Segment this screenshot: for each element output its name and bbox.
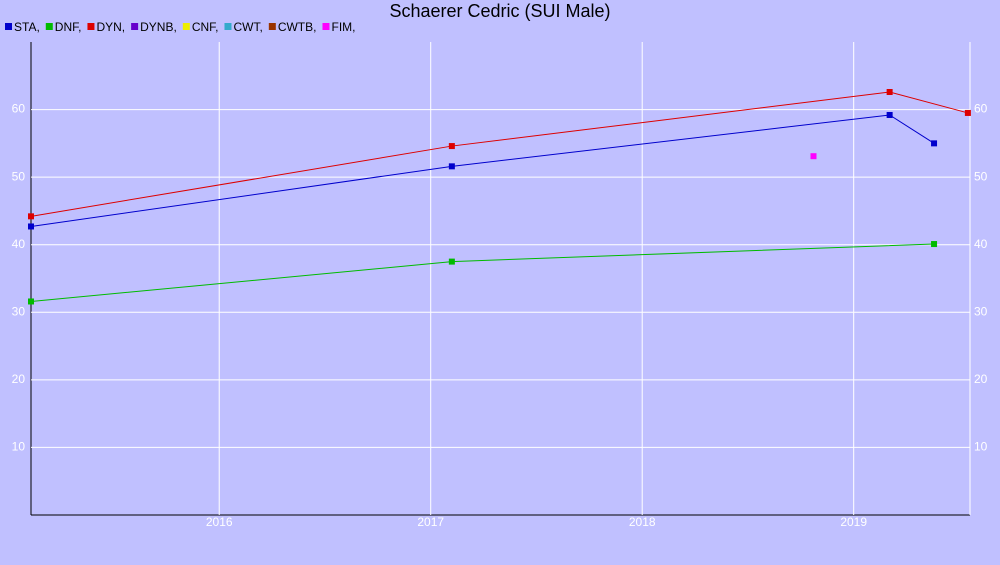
data-point (931, 241, 938, 248)
legend-label: DNF, (55, 20, 82, 34)
y-tick-label-right: 40 (974, 237, 988, 251)
series-line (30, 91, 969, 217)
y-tick-label: 20 (12, 372, 26, 386)
chart-title: Schaerer Cedric (SUI Male) (389, 1, 610, 21)
data-point (931, 140, 938, 147)
legend-swatch (322, 23, 330, 30)
y-tick-label-right: 10 (974, 440, 988, 454)
y-tick-label: 30 (12, 304, 26, 318)
y-tick-label-right: 50 (974, 169, 988, 183)
x-tick-label: 2017 (417, 515, 444, 529)
data-point (28, 298, 34, 305)
legend-label: STA, (14, 20, 40, 34)
legend-swatch (45, 23, 53, 30)
x-tick-label: 2016 (206, 515, 233, 529)
legend-label: CNF, (192, 20, 219, 34)
data-point (886, 89, 893, 96)
legend-swatch (182, 23, 190, 30)
data-point (28, 213, 34, 220)
legend-swatch (268, 23, 276, 30)
data-point (810, 153, 817, 160)
x-tick-label: 2019 (840, 515, 867, 529)
x-tick-label: 2018 (629, 515, 656, 529)
data-point (886, 111, 893, 118)
legend-label: CWT, (233, 20, 262, 34)
legend-swatch (5, 23, 12, 30)
legend-swatch (131, 23, 139, 30)
data-point (448, 143, 455, 150)
legend-label: DYN, (96, 20, 125, 34)
data-point (28, 223, 34, 230)
legend-label: DYNB, (140, 20, 177, 34)
y-tick-label-right: 60 (974, 102, 988, 116)
y-tick-label-right: 20 (974, 372, 988, 386)
y-tick-label: 50 (12, 169, 26, 183)
y-tick-label: 60 (12, 102, 26, 116)
legend-swatch (87, 23, 95, 30)
y-tick-label: 40 (12, 237, 26, 251)
data-point (448, 258, 455, 265)
data-point (448, 163, 455, 170)
legend-label: CWTB, (278, 20, 317, 34)
series-line (30, 114, 935, 227)
legend-label: FIM, (331, 20, 355, 34)
legend-swatch (224, 23, 232, 30)
y-tick-label-right: 30 (974, 304, 988, 318)
y-tick-label: 10 (12, 440, 26, 454)
data-point (964, 109, 971, 116)
